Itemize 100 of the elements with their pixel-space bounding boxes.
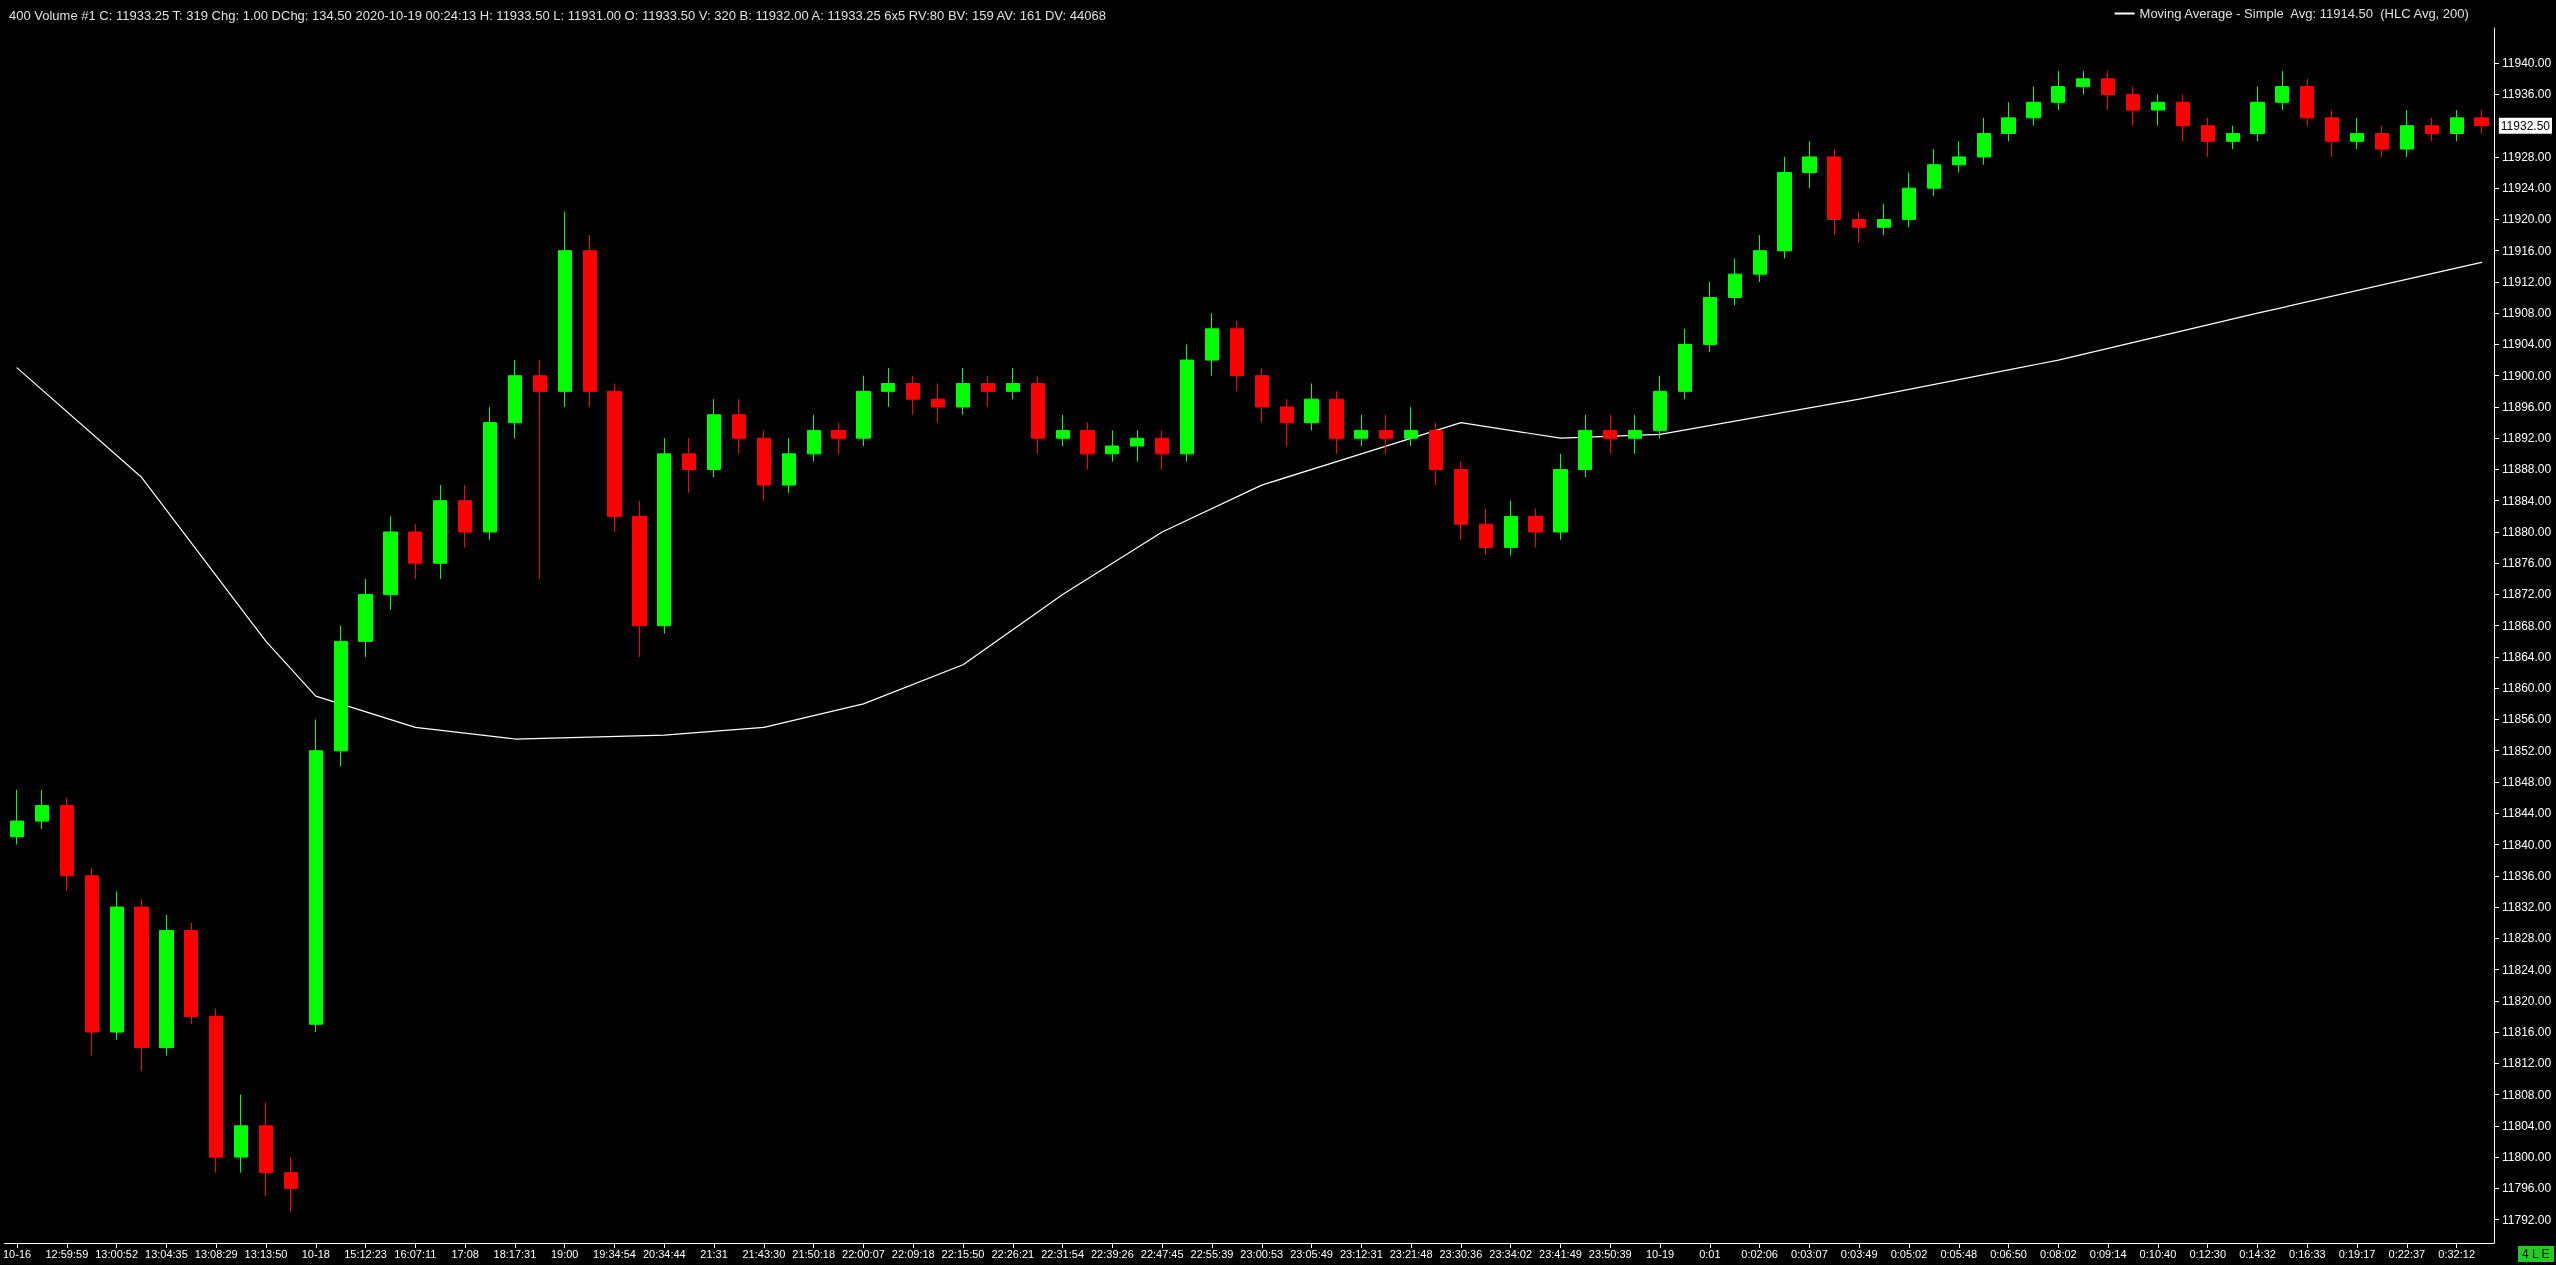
x-tick-label: 22:55:39	[1190, 1247, 1234, 1260]
candlestick	[2325, 109, 2339, 158]
candlestick	[2201, 117, 2215, 158]
candlestick	[2275, 70, 2289, 111]
candlestick	[1404, 406, 1418, 447]
candlestick	[1728, 258, 1742, 306]
x-tick-label: 0:32:12	[2438, 1247, 2476, 1260]
candlestick	[931, 383, 945, 424]
candlestick	[632, 500, 647, 658]
text: 4 L E	[2521, 1247, 2550, 1261]
x-tick-label: 10-19	[1645, 1247, 1675, 1260]
x-tick-label: 0:03:49	[1840, 1247, 1878, 1260]
candlestick	[1653, 375, 1667, 439]
y-tick-label: 11884.00	[2502, 493, 2552, 508]
y-tick-label: 11792.00	[2502, 1212, 2552, 1227]
x-tick-label: 21:31	[700, 1247, 728, 1260]
candlestick	[1006, 367, 1020, 400]
candlestick	[383, 515, 398, 611]
candlestick	[1031, 375, 1045, 455]
candlestick	[1230, 320, 1244, 392]
x-tick-label: 23:21:48	[1389, 1247, 1433, 1260]
y-tick-label: 11924.00	[2502, 181, 2552, 196]
x-tick-label: 12:59:59	[45, 1247, 89, 1260]
x-tick-label: 22:00:07	[842, 1247, 885, 1260]
candlestick	[1105, 429, 1119, 463]
y-tick-label: 11876.00	[2502, 556, 2552, 571]
candlestick	[1180, 343, 1194, 463]
candlestick	[1753, 234, 1767, 283]
candlestick	[1927, 148, 1941, 197]
x-tick-label: 23:34:02	[1489, 1247, 1533, 1260]
x-tick-label: 21:50:18	[792, 1247, 836, 1260]
candlestick	[1479, 508, 1493, 556]
x-tick-label: 13:04:35	[145, 1247, 188, 1260]
x-tick-label: 23:00:53	[1240, 1247, 1284, 1260]
y-tick-label: 11928.00	[2502, 149, 2552, 164]
candlestick	[1802, 140, 1817, 189]
x-tick-label: 0:10:40	[2139, 1247, 2177, 1260]
y-tick-label: 11912.00	[2502, 274, 2552, 289]
candlestick	[881, 367, 895, 408]
x-tick-label: 17:08	[451, 1247, 479, 1260]
legend-label: Moving Average - Simple Avg: 11914.50 (HLC Avg, 200)	[2139, 6, 2469, 21]
candlestick	[1553, 453, 1568, 541]
y-tick-label: 11868.00	[2502, 618, 2552, 633]
x-tick-label: 0:16:33	[2288, 1247, 2326, 1260]
x-tick-label: 13:13:50	[244, 1247, 288, 1260]
candlestick	[2450, 109, 2464, 142]
x-tick-label: 0:08:02	[2040, 1247, 2077, 1260]
candlestick	[309, 719, 323, 1033]
candlestick	[2001, 101, 2016, 142]
candlestick	[2350, 117, 2364, 150]
y-tick-label: 11920.00	[2502, 212, 2552, 227]
candlestick	[732, 398, 746, 455]
candlestick	[10, 789, 24, 846]
y-tick-label: 11908.00	[2502, 306, 2552, 321]
candlestick	[159, 914, 174, 1056]
x-tick-label: 22:09:18	[891, 1247, 935, 1260]
y-tick-label: 11832.00	[2502, 900, 2552, 915]
candlestick	[583, 234, 597, 408]
candlestick	[1977, 117, 1991, 166]
candlestick	[607, 383, 622, 533]
y-tick-label: 11940.00	[2502, 56, 2552, 71]
candlestick	[1056, 414, 1070, 447]
candlestick	[2051, 70, 2065, 111]
x-tick-label: 23:41:49	[1539, 1247, 1582, 1260]
y-tick-label: 11900.00	[2502, 368, 2552, 383]
candlestick	[2375, 125, 2389, 158]
candlestick	[1280, 398, 1294, 447]
candlestick	[134, 898, 149, 1072]
candlestick	[1130, 429, 1144, 463]
x-tick-label: 22:39:26	[1090, 1247, 1134, 1260]
candlestick	[1603, 414, 1617, 455]
y-tick-label: 11880.00	[2502, 524, 2552, 539]
candlestick	[1902, 172, 1916, 228]
candlestick	[782, 437, 796, 494]
candlestick	[1578, 414, 1592, 478]
y-tick-label: 11824.00	[2502, 962, 2552, 977]
y-tick-label: 11828.00	[2502, 931, 2552, 946]
candlestick	[234, 1094, 248, 1174]
candlestick	[284, 1156, 298, 1213]
x-tick-label: 21:43:30	[742, 1247, 786, 1260]
candlestick	[1255, 367, 1269, 424]
candlestick	[2076, 70, 2090, 95]
candlestick	[1205, 312, 1219, 377]
x-tick-label: 10-16	[2, 1247, 32, 1260]
candlestick	[1777, 156, 1792, 259]
candlestick	[1155, 429, 1169, 470]
y-tick-label: 11796.00	[2502, 1181, 2552, 1196]
candlestick	[1080, 422, 1095, 470]
y-tick-label: 11872.00	[2502, 587, 2552, 602]
candlestick	[707, 398, 721, 478]
candlestick	[1429, 422, 1443, 486]
candlestick	[1827, 148, 1841, 236]
x-tick-label: 19:00	[550, 1247, 579, 1260]
candlestick	[35, 789, 49, 830]
candlestick	[906, 375, 920, 416]
y-tick-label: 11844.00	[2502, 806, 2552, 821]
candlestick	[1628, 414, 1642, 455]
candlestick	[2250, 86, 2265, 142]
y-tick-label: 11808.00	[2502, 1087, 2552, 1102]
y-tick-label: 11836.00	[2502, 868, 2552, 883]
